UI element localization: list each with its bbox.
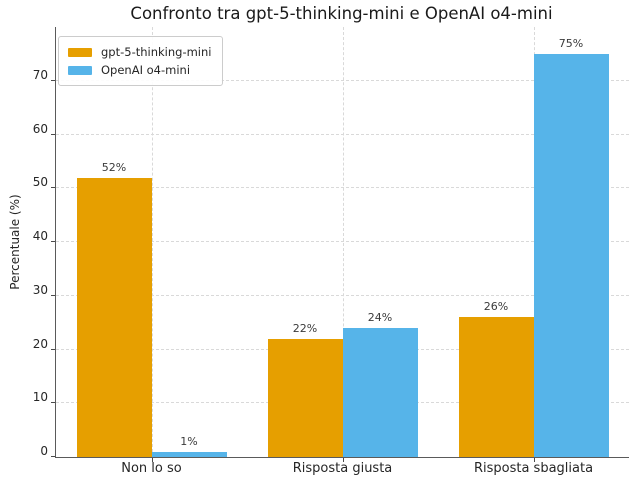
y-tick-label: 20: [32, 336, 48, 351]
y-tick-mark: [51, 133, 55, 135]
y-tick-mark: [51, 456, 55, 457]
y-tick-mark: [51, 241, 55, 242]
y-tick-mark: [51, 294, 55, 296]
bar: [342, 328, 418, 457]
bar-value-label: 75%: [558, 36, 584, 50]
y-tick-mark: [51, 187, 55, 189]
bar-value-label: 52%: [101, 160, 127, 174]
legend-swatch-orange-icon: [68, 47, 92, 57]
bar-value-label: 22%: [292, 321, 318, 335]
bar: [151, 451, 227, 457]
bar: [267, 338, 343, 457]
y-tick-label: 0: [40, 444, 48, 458]
legend: gpt-5-thinking-mini OpenAI o4-mini: [58, 36, 224, 86]
x-tick-mark: [342, 458, 344, 462]
bar: [76, 177, 152, 457]
x-category-label: Risposta sbagliata: [473, 461, 594, 476]
bar-value-label: 1%: [180, 434, 198, 448]
legend-item-gpt-5-thinking-mini: gpt-5-thinking-mini: [68, 43, 211, 61]
y-tick-label: 50: [32, 175, 48, 190]
y-tick-mark: [51, 402, 55, 404]
gridline-vertical: [342, 27, 344, 457]
bar-value-label: 24%: [367, 311, 393, 324]
chart-title: Confronto tra gpt-5-thinking-mini e Open…: [130, 4, 553, 23]
y-tick-label: 60: [32, 121, 48, 136]
bar: [533, 53, 609, 457]
y-tick-label: 30: [32, 282, 48, 297]
y-tick-mark: [51, 348, 55, 350]
bar-value-label: 26%: [483, 300, 509, 314]
y-tick-label: 10: [32, 390, 48, 405]
x-tick-mark: [533, 458, 535, 462]
legend-label: OpenAI o4-mini: [101, 63, 191, 77]
y-tick-label: 70: [32, 67, 48, 82]
x-tick-mark: [151, 458, 153, 462]
x-category-label: Risposta giusta: [292, 461, 393, 476]
x-category-label: Non lo so: [121, 461, 182, 476]
y-tick-label: 40: [32, 229, 48, 243]
legend-swatch-blue-icon: [68, 65, 92, 75]
bar: [458, 317, 534, 457]
legend-label: gpt-5-thinking-mini: [101, 45, 212, 59]
y-tick-mark: [51, 79, 55, 81]
gridline-vertical: [151, 27, 153, 457]
legend-item-openai-o4-mini: OpenAI o4-mini: [68, 61, 211, 79]
plot-area: gpt-5-thinking-mini OpenAI o4-mini 0 10 20…: [33, 27, 629, 476]
